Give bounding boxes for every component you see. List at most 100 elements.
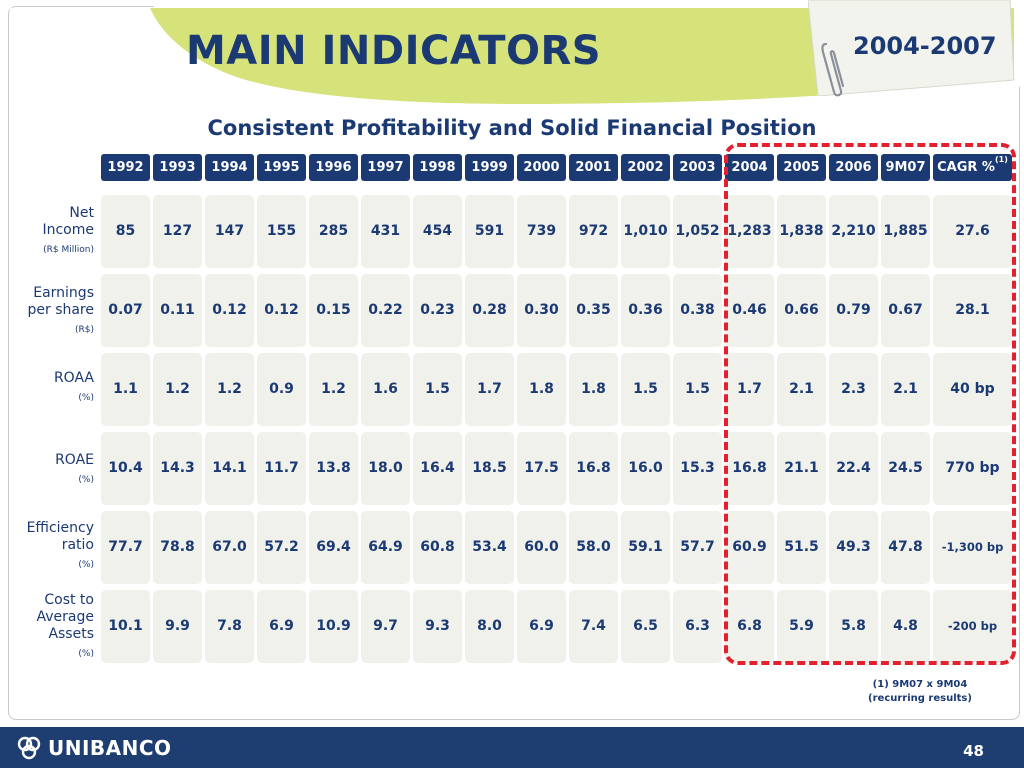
- table-cell: 1.8: [517, 353, 566, 426]
- header-swoosh-shape: [10, 8, 1014, 112]
- page-title: MAIN INDICATORS: [186, 28, 602, 74]
- column-header-label: 1998: [419, 160, 456, 175]
- table-cell: 78.8: [153, 511, 202, 584]
- period-label: 2004-2007: [853, 32, 997, 60]
- table-cell: 454: [413, 195, 462, 268]
- table-cell: 49.3: [829, 511, 878, 584]
- table-cell: 147: [205, 195, 254, 268]
- column-header-9m07: 9M07: [881, 154, 930, 181]
- row-label-text: ROAA: [53, 370, 94, 386]
- table-cell: 64.9: [361, 511, 410, 584]
- table-cell: 60.0: [517, 511, 566, 584]
- table-cell: 0.15: [309, 274, 358, 347]
- table-cell: 0.12: [205, 274, 254, 347]
- table-cell: 6.5: [621, 590, 670, 663]
- table-cell: 21.1: [777, 432, 826, 505]
- table-cell: 431: [361, 195, 410, 268]
- table-cell: 2.1: [777, 353, 826, 426]
- table-cell: 8.0: [465, 590, 514, 663]
- table-cell: 16.8: [569, 432, 618, 505]
- table-cell: 1.2: [205, 353, 254, 426]
- footer-bar: [0, 727, 1024, 768]
- row-label-text: ratio: [61, 537, 94, 553]
- column-header-label: 2000: [523, 160, 560, 175]
- table-cell: 1,838: [777, 195, 826, 268]
- table-cell: 0.22: [361, 274, 410, 347]
- row-unit: (%): [78, 475, 94, 485]
- table-cell: 5.9: [777, 590, 826, 663]
- table-cell: 7.8: [205, 590, 254, 663]
- row-label-text: ROAE: [55, 452, 94, 468]
- cagr-cell: 40 bp: [933, 353, 1012, 426]
- row-unit: (R$ Million): [43, 245, 94, 255]
- table-cell: 155: [257, 195, 306, 268]
- table-cell: 1.7: [465, 353, 514, 426]
- row-label-text: Income: [42, 222, 94, 238]
- table-cell: 1.1: [101, 353, 150, 426]
- table-cell: 1.5: [673, 353, 722, 426]
- table-cell: 0.46: [725, 274, 774, 347]
- table-cell: 14.1: [205, 432, 254, 505]
- table-cell: 67.0: [205, 511, 254, 584]
- cagr-cell: 27.6: [933, 195, 1012, 268]
- table-cell: 1.8: [569, 353, 618, 426]
- table-cell: 77.7: [101, 511, 150, 584]
- table-cell: 1,283: [725, 195, 774, 268]
- column-header-label: 1993: [159, 160, 196, 175]
- table-cell: 0.23: [413, 274, 462, 347]
- cagr-cell: -1,300 bp: [933, 511, 1012, 584]
- table-cell: 6.9: [517, 590, 566, 663]
- unibanco-logo: UNIBANCO: [16, 735, 172, 761]
- row-label: Earnings per share (R$): [8, 285, 94, 336]
- table-cell: 0.11: [153, 274, 202, 347]
- row-label-text: Earnings: [33, 285, 94, 301]
- cagr-cell: 28.1: [933, 274, 1012, 347]
- table-cell: 9.3: [413, 590, 462, 663]
- column-header-2001: 2001: [569, 154, 618, 181]
- table-cell: 10.1: [101, 590, 150, 663]
- column-header-1995: 1995: [257, 154, 306, 181]
- footnote-marker: (1): [994, 155, 1008, 164]
- table-cell: 60.8: [413, 511, 462, 584]
- table-cell: 16.8: [725, 432, 774, 505]
- row-label-text: Average: [36, 609, 95, 625]
- row-label-text: Assets: [48, 626, 94, 642]
- table-cell: 11.7: [257, 432, 306, 505]
- footnote-line-2: (recurring results): [868, 693, 972, 704]
- table-cell: 6.9: [257, 590, 306, 663]
- column-header-1998: 1998: [413, 154, 462, 181]
- column-header-label: 1992: [107, 160, 144, 175]
- table-cell: 13.8: [309, 432, 358, 505]
- row-unit: (R$): [74, 325, 94, 335]
- column-header-label: 2004: [731, 160, 768, 175]
- table-cell: 285: [309, 195, 358, 268]
- table-cell: 17.5: [517, 432, 566, 505]
- table-cell: 60.9: [725, 511, 774, 584]
- table-cell: 4.8: [881, 590, 930, 663]
- table-cell: 2,210: [829, 195, 878, 268]
- column-header-1999: 1999: [465, 154, 514, 181]
- column-header-label: 2006: [835, 160, 872, 175]
- column-header-cagr: CAGR %(1): [933, 154, 1012, 181]
- cagr-cell: 770 bp: [933, 432, 1012, 505]
- footnote-line-1: (1) 9M07 x 9M04: [872, 679, 968, 690]
- table-cell: 1,010: [621, 195, 670, 268]
- table-cell: 24.5: [881, 432, 930, 505]
- column-header-2006: 2006: [829, 154, 878, 181]
- table-cell: 6.8: [725, 590, 774, 663]
- table-cell: 1.5: [413, 353, 462, 426]
- column-header-label: 1995: [263, 160, 300, 175]
- table-cell: 1.6: [361, 353, 410, 426]
- table-cell: 18.5: [465, 432, 514, 505]
- table-cell: 0.67: [881, 274, 930, 347]
- table-cell: 57.7: [673, 511, 722, 584]
- table-cell: 2.1: [881, 353, 930, 426]
- table-cell: 1.7: [725, 353, 774, 426]
- table-cell: 59.1: [621, 511, 670, 584]
- row-label: Efficiency ratio (%): [8, 520, 94, 571]
- column-header-label: 1996: [315, 160, 352, 175]
- column-header-1994: 1994: [205, 154, 254, 181]
- column-header-2002: 2002: [621, 154, 670, 181]
- table-cell: 0.38: [673, 274, 722, 347]
- column-header-label: 2001: [575, 160, 612, 175]
